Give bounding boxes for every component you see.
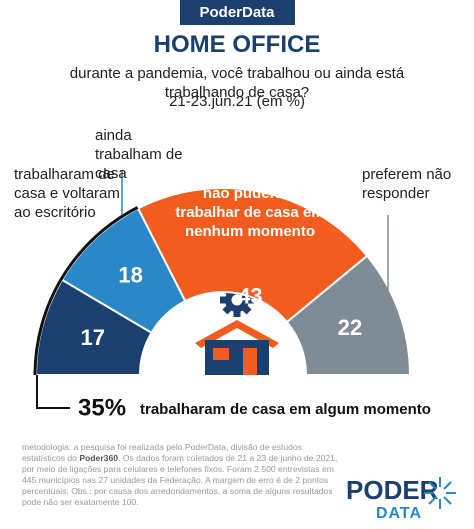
bracket [36, 375, 70, 409]
methodology: metodologia: a pesquisa foi realizada pe… [22, 442, 342, 508]
slice [285, 254, 412, 376]
summary-value: 35% [78, 394, 126, 421]
category-label: preferem não responder [362, 166, 452, 202]
summary-text: trabalharam de casa em algum momento [140, 401, 431, 418]
methodology-text: metodologia: a pesquisa foi realizada pe… [22, 442, 302, 463]
category-label: trabalharam de casa e voltaram ao escrit… [14, 166, 120, 221]
highlight-arc [33, 206, 139, 376]
header-bar [180, 0, 295, 25]
category-label: não puderam trabalhar de casa em nenhum … [175, 185, 325, 240]
date: 21-23.jun.21 (em %) [169, 93, 305, 110]
value-label: 18 [118, 262, 142, 287]
slice [136, 187, 369, 324]
subtitle: durante a pandemia, você trabalhou ou ai… [69, 65, 405, 101]
methodology-brand: Poder360 [79, 453, 119, 463]
value-label: 43 [238, 284, 262, 309]
value-label: 22 [338, 315, 362, 340]
logo-icon [424, 477, 456, 509]
value-label: 17 [81, 325, 105, 350]
category-label: ainda trabalham de casa [95, 127, 183, 182]
methodology-text: . Os dados foram coletados de 21 a 23 de… [22, 453, 338, 507]
brand: PoderData [199, 4, 275, 21]
logo-text: PODER [346, 475, 439, 505]
logo-text: DATA [376, 505, 422, 522]
chart-title: HOME OFFICE [154, 31, 321, 58]
house-icon [195, 320, 279, 375]
